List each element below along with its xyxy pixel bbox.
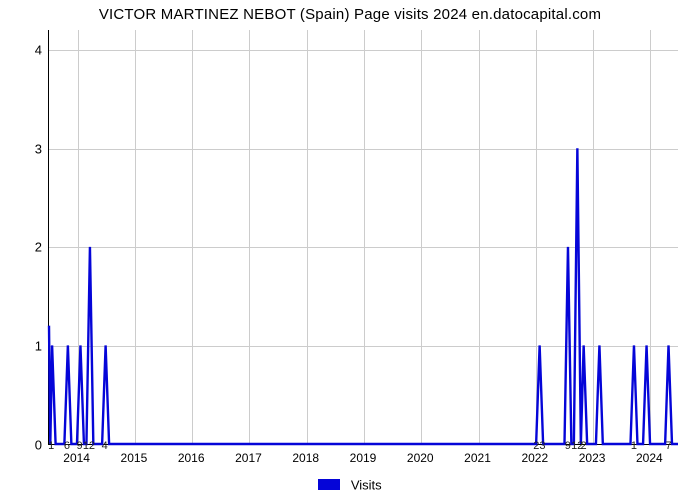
xaxis-year-label: 2014 (63, 451, 90, 465)
data-point-label: 9 (76, 440, 82, 452)
data-point-label: 7 (665, 440, 671, 452)
data-point-label: 6 (64, 440, 70, 452)
legend-label: Visits (351, 477, 382, 492)
data-point-label: 23 (533, 440, 545, 452)
chart-container: VICTOR MARTINEZ NEBOT (Spain) Page visit… (0, 0, 700, 500)
ytick-label: 3 (12, 141, 42, 156)
xaxis-year-label: 2020 (407, 451, 434, 465)
data-point-label: 9 (565, 440, 571, 452)
xaxis-year-label: 2015 (121, 451, 148, 465)
legend-swatch (318, 479, 340, 490)
xaxis-year-label: 2016 (178, 451, 205, 465)
ytick-label: 2 (12, 240, 42, 255)
xaxis-year-label: 2018 (292, 451, 319, 465)
xaxis-year-label: 2021 (464, 451, 491, 465)
xaxis-year-label: 2022 (521, 451, 548, 465)
plot-area (48, 30, 678, 445)
data-point-label: 2 (580, 440, 586, 452)
ytick-label: 1 (12, 339, 42, 354)
legend: Visits (0, 476, 700, 494)
ytick-label: 4 (12, 42, 42, 57)
xaxis-year-label: 2019 (350, 451, 377, 465)
xaxis-year-label: 2023 (579, 451, 606, 465)
data-point-label: 12 (83, 440, 95, 452)
data-point-label: 4 (102, 440, 108, 452)
data-point-label: 1 (48, 440, 54, 452)
xaxis-year-label: 2024 (636, 451, 663, 465)
xaxis-year-label: 2017 (235, 451, 262, 465)
data-point-label: 1 (631, 440, 637, 452)
data-series (49, 30, 678, 444)
chart-title: VICTOR MARTINEZ NEBOT (Spain) Page visit… (0, 6, 700, 23)
ytick-label: 0 (12, 438, 42, 453)
